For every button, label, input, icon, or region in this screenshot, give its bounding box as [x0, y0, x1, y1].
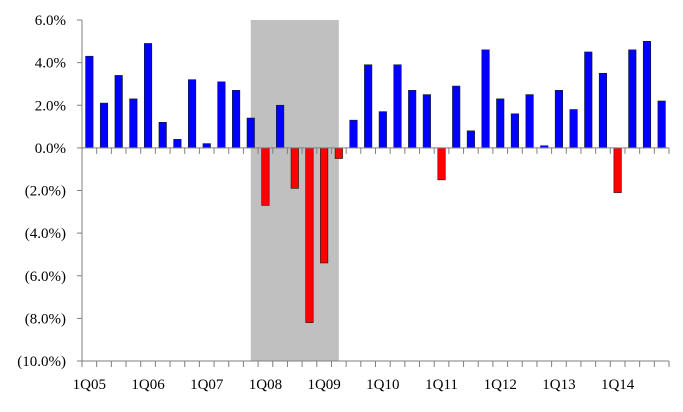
bar-3Q09: [349, 119, 358, 149]
bar-4Q06: [188, 79, 197, 149]
bar-4Q11: [481, 49, 490, 149]
x-tick-label: 1Q05: [73, 377, 106, 393]
bar-3Q12: [525, 94, 534, 149]
x-tick-label: 1Q06: [131, 377, 165, 393]
bar-4Q07: [246, 117, 255, 149]
bar-1Q09: [320, 147, 329, 264]
y-tick-label: 0.0%: [35, 141, 66, 157]
bar-3Q05: [114, 75, 123, 149]
bars-layer: [85, 41, 666, 323]
bar-3Q08: [290, 147, 299, 189]
y-tick-label: (10.0%): [17, 354, 66, 370]
bar-3Q06: [173, 139, 182, 149]
bar-4Q13: [598, 72, 608, 149]
bar-3Q11: [466, 130, 475, 149]
bar-1Q07: [202, 143, 211, 149]
x-tick-label: 1Q14: [601, 377, 635, 393]
bar-2Q08: [276, 104, 285, 149]
y-tick-label: (4.0%): [25, 226, 66, 242]
x-tick-label: 1Q10: [366, 377, 399, 393]
x-tick-label: 1Q08: [249, 377, 282, 393]
x-tick-label: 1Q12: [484, 377, 517, 393]
bar-2Q09: [334, 147, 343, 159]
x-tick-label: 1Q09: [307, 377, 340, 393]
bar-2Q13: [569, 109, 578, 149]
bar-1Q08: [261, 147, 270, 206]
bar-1Q10: [378, 111, 387, 149]
bar-4Q08: [305, 147, 314, 323]
x-tick-label: 1Q11: [425, 377, 458, 393]
x-tick-labels-layer: 1Q05 1Q06 1Q07 1Q08 1Q09 1Q10 1Q11 1Q12 1Q13 1Q14: [73, 377, 635, 393]
y-tick-label: 6.0%: [35, 13, 66, 29]
x-tick-label: 1Q13: [542, 377, 575, 393]
bar-1Q14: [613, 147, 622, 193]
bar-4Q14: [657, 100, 666, 149]
x-tick-label: 1Q07: [190, 377, 224, 393]
bar-1Q13: [554, 90, 563, 149]
bar-4Q09: [364, 64, 373, 149]
bar-4Q05: [129, 98, 138, 149]
y-tick-label: 4.0%: [35, 56, 66, 72]
y-tick-label: (8.0%): [25, 311, 66, 327]
bar-3Q14: [642, 41, 652, 149]
bar-1Q05: [85, 55, 94, 149]
bar-4Q10: [422, 94, 431, 149]
bar-2Q05: [99, 102, 109, 149]
bar-2Q06: [158, 122, 167, 149]
axes-layer: [77, 19, 670, 367]
bar-1Q11: [437, 147, 446, 181]
bar-2Q14: [628, 49, 637, 149]
y-tick-labels-layer: 6.0% 4.0% 2.0% 0.0% (2.0%) (4.0%) (6.0%) (8.0%)…: [17, 13, 66, 370]
bar-3Q07: [232, 90, 241, 149]
bar-2Q11: [452, 85, 461, 149]
bar-3Q13: [584, 51, 593, 149]
y-tick-label: (6.0%): [25, 269, 66, 285]
bar-2Q07: [217, 81, 226, 149]
bar-2Q12: [510, 113, 519, 149]
y-tick-label: (2.0%): [25, 184, 66, 200]
bar-3Q10: [408, 90, 417, 149]
bar-1Q06: [143, 43, 153, 149]
y-tick-label: 2.0%: [35, 98, 66, 114]
bar-2Q10: [393, 64, 402, 149]
bar-1Q12: [496, 98, 505, 149]
